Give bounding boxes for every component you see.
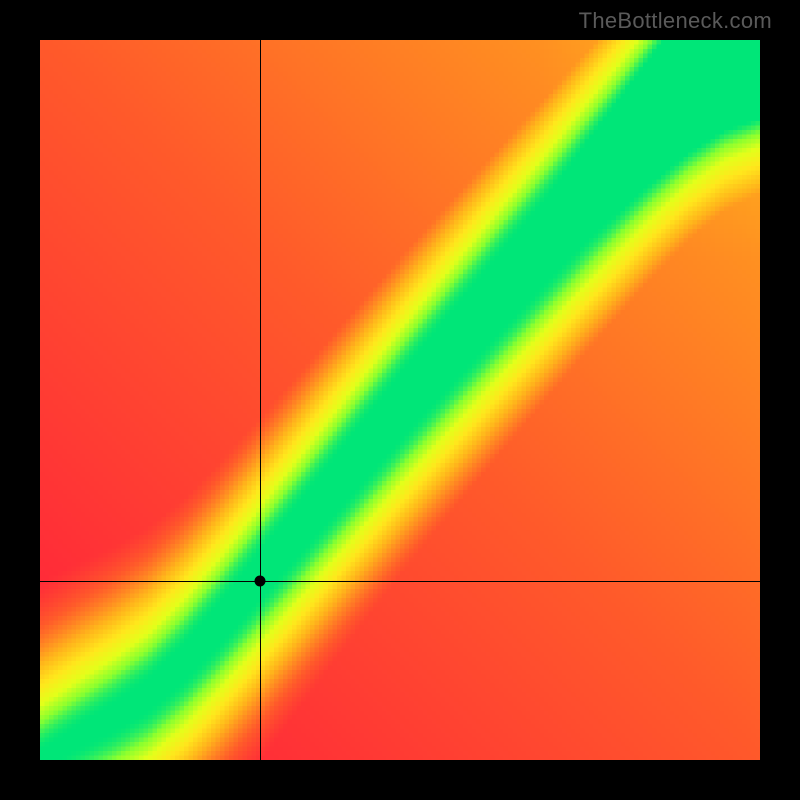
crosshair-vertical xyxy=(260,40,261,760)
heatmap-canvas xyxy=(40,40,760,760)
heatmap-plot xyxy=(40,40,760,760)
selection-marker xyxy=(254,576,265,587)
watermark-text: TheBottleneck.com xyxy=(579,8,772,34)
crosshair-horizontal xyxy=(40,581,760,582)
